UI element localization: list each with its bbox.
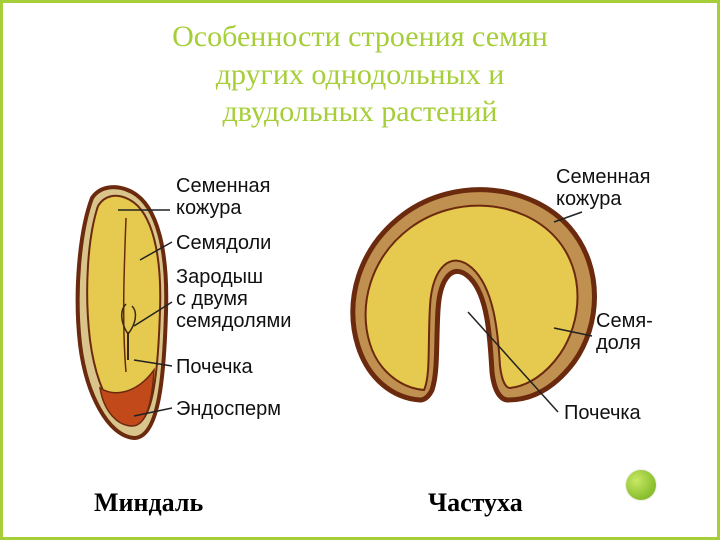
almond-label-endosperm: Эндосперм xyxy=(176,398,281,420)
decorative-bullet-icon xyxy=(626,470,656,500)
almond-label-cotyledons: Семядоли xyxy=(176,232,271,254)
chastukha-label-plumule: Почечка xyxy=(564,402,641,424)
chastukha-caption: Частуха xyxy=(428,488,523,518)
almond-caption: Миндаль xyxy=(94,488,203,518)
almond-label-seed-coat: Семеннаякожура xyxy=(176,175,270,219)
almond-label-plumule: Почечка xyxy=(176,356,253,378)
chastukha-label-cotyledon: Семя-доля xyxy=(596,310,653,354)
almond-label-embryo: Зародышс двумясемядолями xyxy=(176,266,291,332)
chastukha-label-seed-coat: Семеннаякожура xyxy=(556,166,650,210)
diagram-canvas xyxy=(0,0,720,540)
